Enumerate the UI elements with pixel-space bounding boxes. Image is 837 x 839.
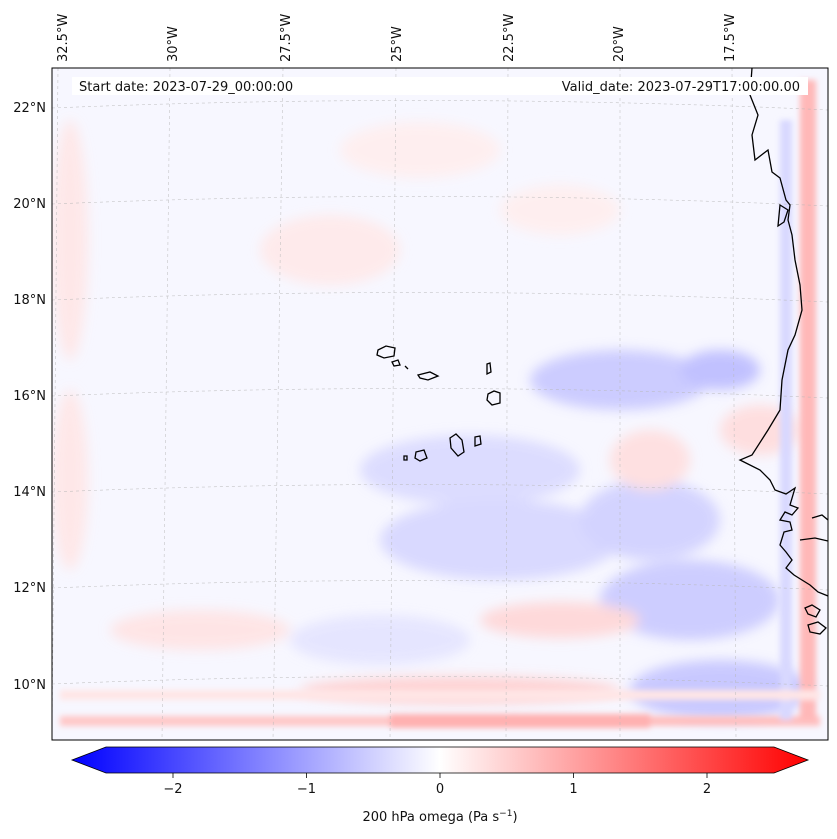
lat-tick-label: 18°N <box>13 293 46 308</box>
coastline <box>738 68 828 635</box>
colorbar: −2 −1 0 1 2 200 hPa omega (Pa s−1) <box>70 746 810 825</box>
colorbar-tick-label: −2 <box>163 782 182 797</box>
lat-tick-label: 10°N <box>13 678 46 693</box>
colorbar-tick-label: 1 <box>569 782 577 797</box>
lon-tick-label: 17.5°W <box>723 14 738 62</box>
lon-tick-label: 30°W <box>166 26 181 62</box>
lat-tick-label: 20°N <box>13 197 46 212</box>
colorbar-body <box>70 746 810 774</box>
colorbar-label: 200 hPa omega (Pa s−1) <box>362 809 517 825</box>
lon-tick-label: 20°W <box>612 26 627 62</box>
colorbar-tick-label: 0 <box>436 782 444 797</box>
omega-field <box>52 68 828 740</box>
lon-tick-label: 25°W <box>390 26 405 62</box>
colorbar-tick-label: −1 <box>297 782 316 797</box>
lat-tick-label: 16°N <box>13 389 46 404</box>
start-date-label: Start date: 2023-07-29_00:00:00 <box>79 80 293 95</box>
colorbar-tick-label: 2 <box>703 782 711 797</box>
lat-tick-label: 14°N <box>13 485 46 500</box>
lon-tick-label: 32.5°W <box>56 14 71 62</box>
latitude-ticks: 22°N 20°N 18°N 16°N 14°N 12°N 10°N <box>13 101 46 693</box>
cape-verde-islands <box>376 345 501 462</box>
lon-tick-label: 27.5°W <box>279 14 294 62</box>
lat-tick-label: 22°N <box>13 101 46 116</box>
lon-tick-label: 22.5°W <box>502 14 517 62</box>
valid-date-label: Valid_date: 2023-07-29T17:00:00.00 <box>562 80 800 95</box>
colorbar-ticks: −2 −1 0 1 2 <box>163 773 711 797</box>
lat-tick-label: 12°N <box>13 581 46 596</box>
longitude-ticks: 32.5°W 30°W 27.5°W 25°W 22.5°W 20°W 17.5… <box>56 14 738 62</box>
map-frame <box>51 67 829 741</box>
